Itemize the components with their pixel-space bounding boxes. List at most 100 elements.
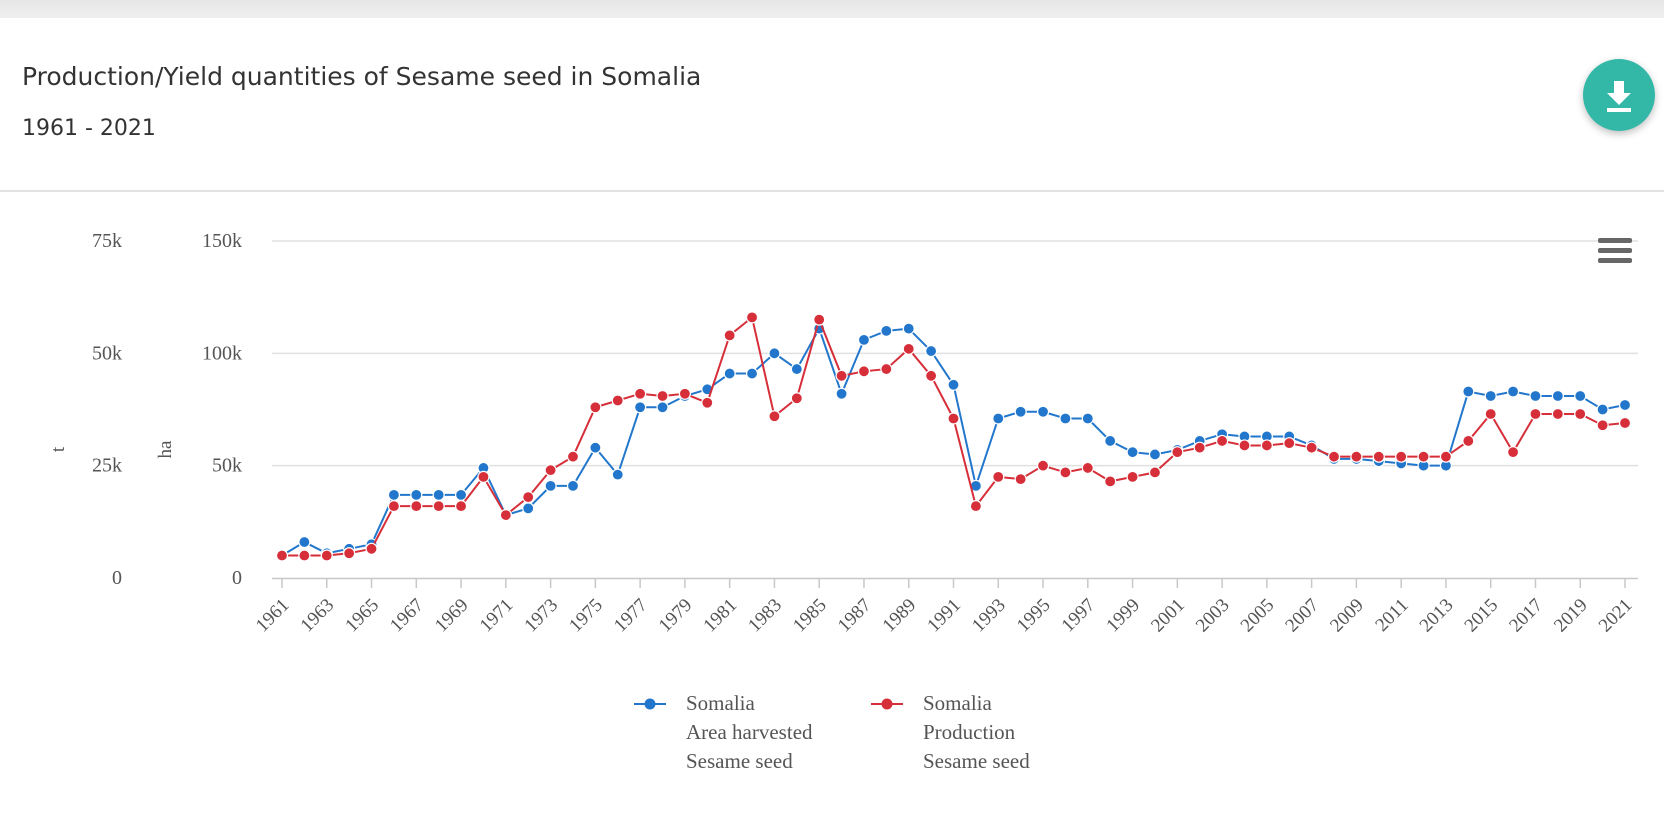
- data-point: [701, 396, 714, 409]
- data-point: [902, 322, 915, 335]
- data-point: [992, 412, 1005, 425]
- x-tick-label: 1969: [431, 595, 473, 637]
- legend-label: Somalia: [686, 691, 756, 715]
- data-point: [634, 401, 647, 414]
- y-tick-label-t: 0: [112, 567, 122, 589]
- data-point: [1596, 403, 1609, 416]
- x-tick-label: 2005: [1237, 595, 1279, 637]
- data-point: [589, 441, 602, 454]
- data-point: [1462, 385, 1475, 398]
- data-point: [634, 387, 647, 400]
- x-tick-label: 1989: [879, 595, 921, 637]
- hamburger-menu-icon: [1598, 238, 1632, 263]
- data-point: [1327, 450, 1341, 463]
- data-point: [768, 410, 781, 423]
- data-point: [1529, 407, 1542, 421]
- data-point: [745, 311, 759, 324]
- year-range-subtitle: 1961 - 2021: [22, 116, 156, 141]
- data-point: [857, 365, 871, 378]
- data-point: [522, 502, 535, 515]
- data-point: [454, 488, 468, 501]
- data-point: [298, 549, 311, 562]
- data-point: [768, 347, 781, 360]
- x-tick-label: 1985: [789, 595, 831, 637]
- top-bar: [0, 0, 1664, 18]
- data-point: [454, 500, 468, 513]
- data-point: [432, 500, 445, 513]
- download-icon: [1607, 81, 1631, 112]
- data-point: [566, 479, 580, 492]
- legend-label: Area harvested: [686, 720, 813, 744]
- x-tick-label: 2007: [1281, 595, 1323, 637]
- gridlines: [272, 240, 1638, 467]
- series-line: [281, 326, 1626, 557]
- data-point: [1059, 466, 1072, 479]
- data-point: [790, 362, 803, 376]
- data-point: [410, 500, 423, 513]
- data-point: [387, 488, 401, 501]
- y-tick-label-ha: 0: [232, 567, 242, 589]
- data-point: [656, 401, 669, 414]
- data-point: [1417, 450, 1430, 463]
- data-point: [790, 392, 803, 405]
- header-divider: [0, 190, 1664, 192]
- data-point: [1372, 450, 1385, 463]
- legend-label: Production: [923, 720, 1016, 744]
- download-button[interactable]: [1583, 59, 1655, 131]
- x-tick-label: 1973: [520, 595, 562, 637]
- x-tick-label: 1967: [386, 595, 428, 637]
- x-tick-label: 1981: [699, 595, 741, 637]
- data-point: [1238, 439, 1251, 452]
- data-point: [1171, 446, 1184, 459]
- data-point: [365, 542, 378, 555]
- data-point: [745, 367, 759, 380]
- data-point: [1036, 405, 1050, 418]
- x-tick-label: 1997: [1058, 595, 1100, 637]
- legend-item: Somalia Production Sesame seed: [871, 691, 1030, 773]
- y-tick-label-ha: 50k: [212, 455, 242, 477]
- x-tick-label: 2015: [1461, 595, 1503, 637]
- data-point: [1529, 389, 1542, 403]
- y-tick-label-t: 75k: [92, 230, 122, 252]
- data-point: [298, 535, 311, 549]
- data-point: [1014, 405, 1027, 418]
- data-point: [1283, 437, 1296, 450]
- x-tick-label: 2001: [1147, 595, 1189, 637]
- series-0: [275, 322, 1632, 562]
- data-point: [611, 394, 624, 407]
- data-point: [387, 500, 401, 513]
- data-point: [723, 329, 736, 342]
- x-tick-label: 1971: [476, 595, 518, 637]
- data-point: [1484, 389, 1497, 403]
- data-point: [477, 470, 490, 483]
- x-tick-label: 1991: [923, 595, 965, 637]
- data-point: [1215, 434, 1229, 448]
- x-tick-label: 1961: [252, 595, 294, 637]
- x-tick-label: 1999: [1102, 595, 1144, 637]
- data-point: [1551, 407, 1564, 421]
- chart-menu-button[interactable]: [1592, 236, 1638, 270]
- legend-label: Somalia: [923, 691, 993, 715]
- data-point: [1350, 450, 1363, 463]
- data-point: [544, 479, 557, 492]
- chart-card: [0, 18, 1664, 818]
- data-point: [678, 387, 692, 400]
- legend: Somalia Area harvested Sesame seed Somalia P…: [634, 691, 1030, 773]
- data-point: [813, 313, 826, 326]
- x-tick-label: 2019: [1550, 595, 1592, 637]
- legend-marker: [881, 698, 893, 710]
- x-tick-label: 2021: [1595, 595, 1637, 637]
- data-point: [566, 450, 580, 463]
- x-tick-label: 1979: [655, 595, 697, 637]
- data-point: [902, 342, 915, 355]
- data-point: [1305, 441, 1318, 454]
- x-tick-label: 2011: [1371, 595, 1412, 636]
- data-point: [320, 549, 333, 562]
- legend-label: Sesame seed: [923, 749, 1030, 773]
- series-layer: [275, 311, 1632, 562]
- y-axis-title-t: t: [48, 446, 69, 452]
- y-tick-label-t: 25k: [92, 455, 122, 477]
- data-point: [499, 508, 512, 522]
- x-tick-label: 2013: [1416, 595, 1458, 637]
